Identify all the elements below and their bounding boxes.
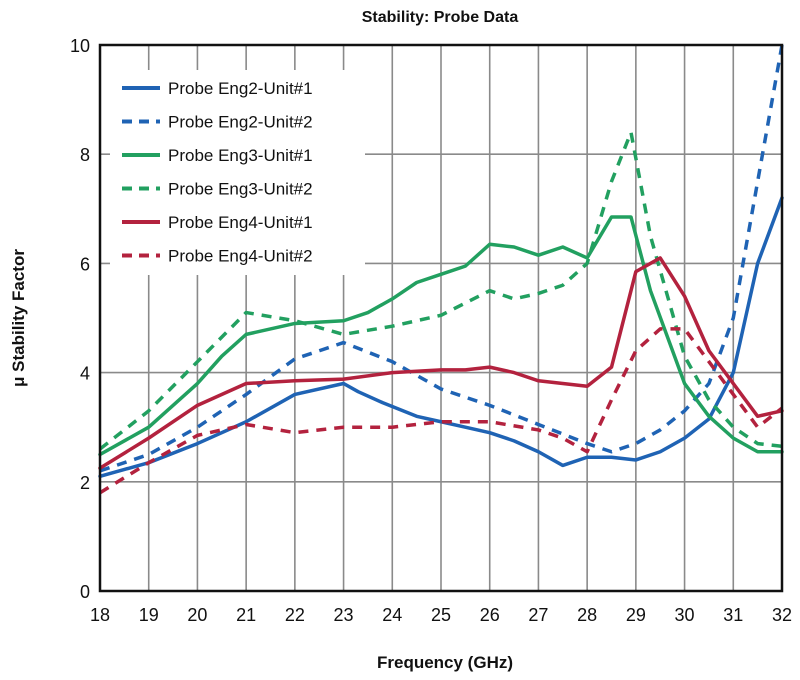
- x-tick-labels: 18 19 20 21 22 23 24 25 26 27 28 29 30 31 32: [90, 605, 792, 625]
- x-tick-label: 28: [577, 605, 597, 625]
- series-layer: [98, 44, 784, 495]
- legend-entry: Probe Eng4-Unit#1: [168, 213, 313, 232]
- y-tick-label: 10: [70, 36, 90, 56]
- x-tick-label: 26: [480, 605, 500, 625]
- x-tick-label: 22: [285, 605, 305, 625]
- y-axis-label: μ Stability Factor: [9, 249, 28, 387]
- y-tick-labels: 0 2 4 6 8 10: [70, 36, 90, 602]
- legend-entry: Probe Eng2-Unit#2: [168, 113, 313, 132]
- x-tick-label: 23: [334, 605, 354, 625]
- y-tick-label: 2: [80, 473, 90, 493]
- y-tick-label: 4: [80, 364, 90, 384]
- series-line-1: [98, 196, 784, 479]
- x-tick-label: 29: [626, 605, 646, 625]
- x-tick-label: 32: [772, 605, 792, 625]
- x-tick-label: 21: [236, 605, 256, 625]
- y-tick-label: 8: [80, 145, 90, 165]
- y-tick-label: 0: [80, 582, 90, 602]
- legend-entry: Probe Eng2-Unit#1: [168, 79, 313, 98]
- x-tick-label: 30: [675, 605, 695, 625]
- y-tick-label: 6: [80, 254, 90, 274]
- x-tick-label: 19: [139, 605, 159, 625]
- legend: Probe Eng2-Unit#1 Probe Eng2-Unit#2 Probe …: [110, 70, 365, 275]
- legend-entry: Probe Eng3-Unit#1: [168, 146, 313, 165]
- x-tick-label: 18: [90, 605, 110, 625]
- x-axis-label: Frequency (GHz): [377, 653, 513, 672]
- plot-frame: [98, 43, 784, 593]
- legend-background: [110, 70, 365, 275]
- series-line-3: [98, 215, 784, 457]
- x-tick-label: 27: [528, 605, 548, 625]
- series-line-5: [98, 256, 784, 470]
- series-line-6: [99, 327, 784, 495]
- series-line-2: [99, 44, 784, 473]
- x-tick-label: 24: [382, 605, 402, 625]
- x-tick-label: 31: [723, 605, 743, 625]
- series-line-4: [98, 130, 783, 451]
- x-tick-label: 20: [187, 605, 207, 625]
- legend-entry: Probe Eng3-Unit#2: [168, 180, 313, 199]
- legend-entry: Probe Eng4-Unit#2: [168, 247, 313, 266]
- chart-title: Stability: Probe Data: [362, 9, 519, 26]
- x-tick-label: 25: [431, 605, 451, 625]
